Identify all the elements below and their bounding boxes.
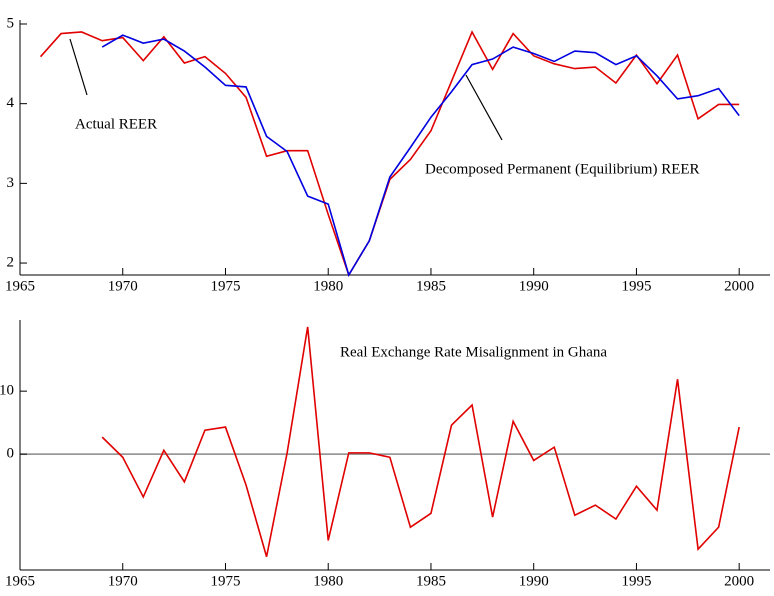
x-tick-label: 2000 <box>724 278 754 294</box>
x-tick-label: 1985 <box>416 573 446 589</box>
y-tick-label: 5 <box>7 15 15 31</box>
x-tick-label: 1965 <box>5 278 35 294</box>
chart-title: Real Exchange Rate Misalignment in Ghana <box>340 344 607 360</box>
annotation: Actual REER <box>75 116 157 132</box>
y-tick-label: 4 <box>7 95 15 111</box>
x-tick-label: 2000 <box>724 573 754 589</box>
y-tick-label: 3 <box>7 175 15 191</box>
x-tick-label: 1990 <box>519 573 549 589</box>
x-tick-label: 1990 <box>519 278 549 294</box>
series-line <box>101 34 740 277</box>
x-tick-label: 1975 <box>210 278 240 294</box>
y-tick-label: 2 <box>7 254 15 270</box>
x-tick-label: 1980 <box>313 573 343 589</box>
x-tick-label: 1980 <box>313 278 343 294</box>
x-tick-label: 1970 <box>108 278 138 294</box>
x-tick-label: 1975 <box>210 573 240 589</box>
x-tick-label: 1965 <box>5 573 35 589</box>
x-tick-label: 1970 <box>108 573 138 589</box>
pointer <box>465 74 503 141</box>
x-tick-label: 1995 <box>621 573 651 589</box>
series-line <box>101 326 740 557</box>
y-tick-label: 10 <box>0 383 14 399</box>
x-tick-label: 1995 <box>621 278 651 294</box>
y-tick-label: 0 <box>7 446 15 462</box>
x-tick-label: 1985 <box>416 278 446 294</box>
series-line <box>39 30 740 277</box>
pointer <box>69 38 88 96</box>
annotation: Decomposed Permanent (Equilibrium) REER <box>425 161 700 177</box>
